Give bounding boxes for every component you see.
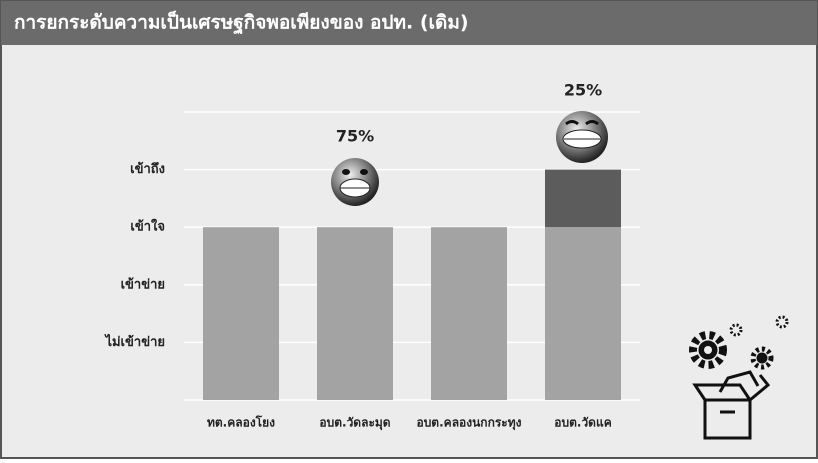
annotation: 75%	[336, 127, 374, 146]
bar-segment	[203, 227, 279, 400]
bar-segment	[545, 170, 621, 228]
y-tick-label: เข้าข่าย	[121, 276, 165, 292]
x-tick-label: อบต.วัดแค	[554, 416, 611, 430]
x-tick-label: อบต.คลองนกกระทุง	[416, 416, 521, 431]
slide-background	[1, 1, 817, 458]
bar-segment	[545, 227, 621, 400]
emoji	[556, 111, 608, 163]
slide: การยกระดับความเป็นเศรษฐกิจพอเพียงของ อปท…	[0, 0, 818, 459]
bar-segment	[431, 227, 507, 400]
y-tick-label: เข้าถึง	[130, 161, 165, 177]
annotation: 25%	[564, 81, 602, 100]
y-tick-label: เข้าใจ	[130, 218, 165, 235]
x-tick-label: อบต.วัดละมุด	[319, 416, 390, 431]
x-tick-label: ทต.คลองโยง	[207, 415, 275, 430]
bar-segment	[317, 227, 393, 400]
y-tick-label: ไม่เข้าข่าย	[103, 333, 165, 350]
page: {"chart_data": {"type": "stacked-bar", "…	[0, 0, 818, 463]
emoji	[331, 158, 379, 206]
chart-title: การยกระดับความเป็นเศรษฐกิจพอเพียงของ อปท…	[14, 10, 469, 36]
